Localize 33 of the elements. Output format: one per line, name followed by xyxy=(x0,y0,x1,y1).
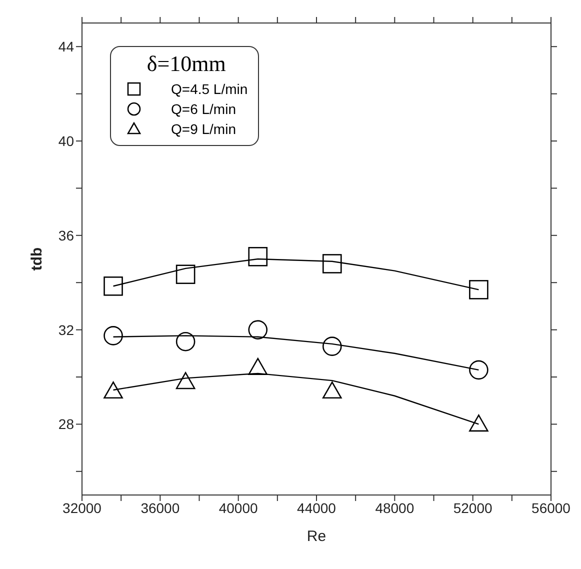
y-axis-title: tdb xyxy=(28,247,46,271)
point xyxy=(248,320,268,340)
point xyxy=(176,264,196,284)
x-tick-label: 36000 xyxy=(140,500,180,516)
point xyxy=(104,326,123,346)
x-tick-label: 52000 xyxy=(453,500,493,516)
x-axis-title: Re xyxy=(306,528,326,545)
point xyxy=(469,414,488,432)
y-tick-label: 44 xyxy=(58,38,74,55)
x-tick-label: 56000 xyxy=(532,500,571,516)
point xyxy=(104,382,123,399)
x-tick-label: 32000 xyxy=(62,500,102,516)
point xyxy=(469,280,488,300)
point xyxy=(248,246,268,266)
y-tick-label: 36 xyxy=(58,227,74,244)
y-tick-label: 32 xyxy=(58,322,74,338)
y-tick-label: 40 xyxy=(58,132,74,149)
x-tick-label: 44000 xyxy=(297,500,336,516)
x-tick-label: 48000 xyxy=(375,500,414,516)
point xyxy=(104,276,123,296)
legend-label: Q=9 L/min xyxy=(171,120,236,139)
legend-label: Q=6 L/min xyxy=(171,100,236,119)
point xyxy=(469,360,488,380)
point xyxy=(322,254,342,274)
point xyxy=(322,382,342,399)
point xyxy=(248,358,268,375)
point xyxy=(322,336,342,356)
x-tick-label: 40000 xyxy=(218,500,258,516)
point xyxy=(176,372,196,390)
y-tick-label: 28 xyxy=(58,416,74,432)
point xyxy=(176,332,196,352)
legend-title: δ=10mm xyxy=(146,51,227,77)
legend-label: Q=4.5 L/min xyxy=(171,80,248,99)
